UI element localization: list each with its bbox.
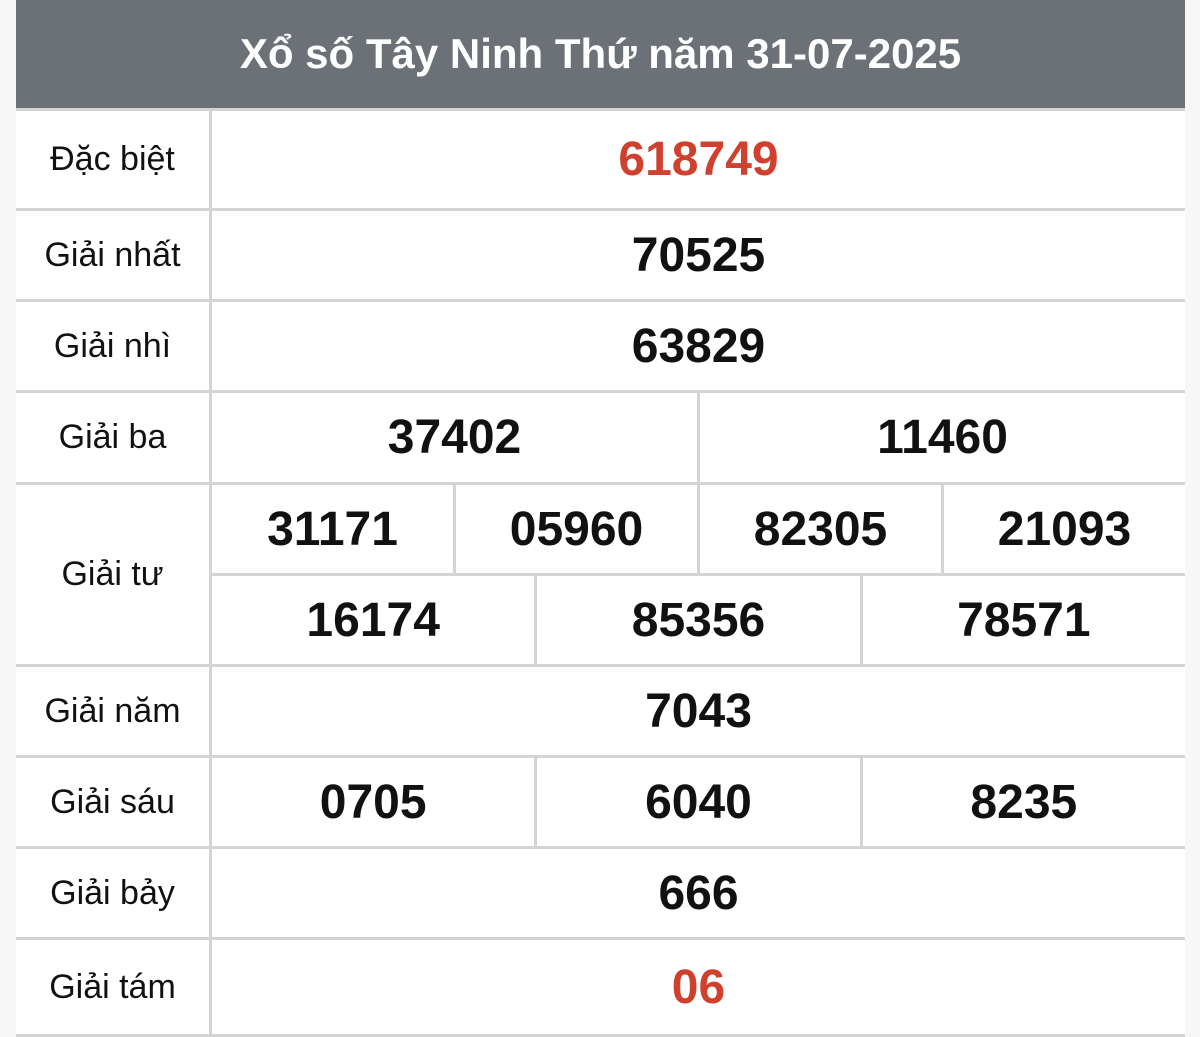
prize-number: 11460 [697,393,1185,482]
prize-number: 21093 [941,485,1185,573]
prize-row: Giải nhì 63829 [16,302,1185,393]
prize-row: Giải tư 31171 05960 82305 21093 16174 85356 785… [16,485,1185,667]
prize-label: Giải nhất [16,211,212,299]
prize-number: 70525 [631,228,766,282]
prize-number: 06 [671,960,726,1014]
table-title: Xổ số Tây Ninh Thứ năm 31-07-2025 [16,0,1185,111]
prize-number: 78571 [859,576,1185,664]
prize-number: 31171 [267,502,398,556]
prize-row: Giải bảy 666 [16,849,1185,940]
prize-number: 0705 [319,775,427,829]
prize-label: Giải tư [16,485,212,664]
prize-row: Giải sáu 0705 6040 8235 [16,758,1185,849]
prize-row: Giải năm 7043 [16,667,1185,758]
prize-number: 16174 [306,593,440,647]
prize-number: 8235 [859,758,1185,846]
prize-row: Đặc biệt 618749 [16,111,1185,211]
prize-number: 7043 [645,684,752,738]
prize-row: Giải tám 06 [16,940,1185,1037]
prize-number: 63829 [631,319,766,373]
prize-label: Giải nhì [16,302,212,390]
prize-label: Giải tám [16,940,212,1034]
prize-number: 37402 [387,411,522,464]
prize-label: Giải bảy [16,849,212,937]
prize-number: 6040 [534,758,859,846]
prize-row: Giải nhất 70525 [16,211,1185,302]
prize-number: 666 [658,866,739,920]
prize-label: Đặc biệt [16,111,212,208]
prize-number: 82305 [697,485,941,573]
prize-label: Giải ba [16,393,212,482]
prize-label: Giải sáu [16,758,212,846]
prize-row: Giải ba 37402 11460 [16,393,1185,485]
prize-label: Giải năm [16,667,212,755]
prize-number: 05960 [453,485,697,573]
prize-number: 85356 [534,576,859,664]
lottery-results-table: Xổ số Tây Ninh Thứ năm 31-07-2025 Đặc bi… [16,0,1185,1037]
prize-number: 618749 [618,133,779,186]
